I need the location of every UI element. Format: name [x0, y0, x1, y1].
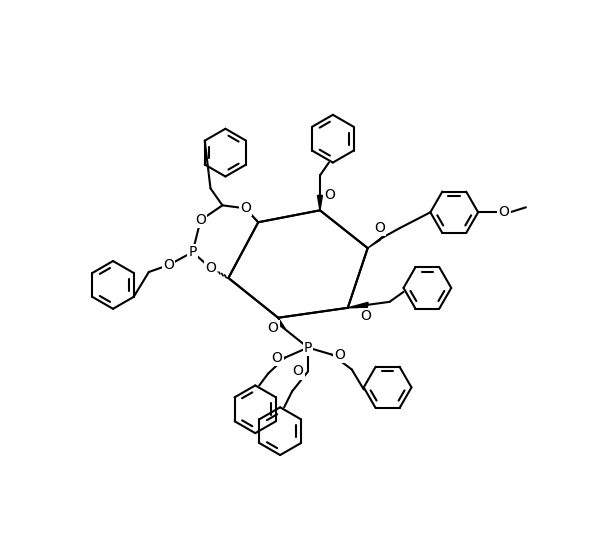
Text: O: O [240, 201, 251, 215]
Polygon shape [243, 207, 258, 222]
Text: O: O [325, 189, 335, 202]
Text: O: O [374, 221, 385, 235]
Polygon shape [278, 318, 285, 329]
Text: O: O [195, 213, 206, 227]
Text: O: O [498, 205, 509, 220]
Text: O: O [163, 258, 174, 272]
Text: O: O [293, 364, 304, 378]
Text: O: O [272, 351, 283, 365]
Text: P: P [188, 245, 197, 259]
Polygon shape [317, 195, 322, 210]
Text: O: O [268, 321, 278, 335]
Polygon shape [368, 236, 383, 248]
Polygon shape [348, 302, 368, 308]
Text: P: P [304, 340, 312, 354]
Text: O: O [360, 309, 371, 323]
Text: O: O [334, 347, 346, 362]
Text: O: O [205, 261, 216, 275]
